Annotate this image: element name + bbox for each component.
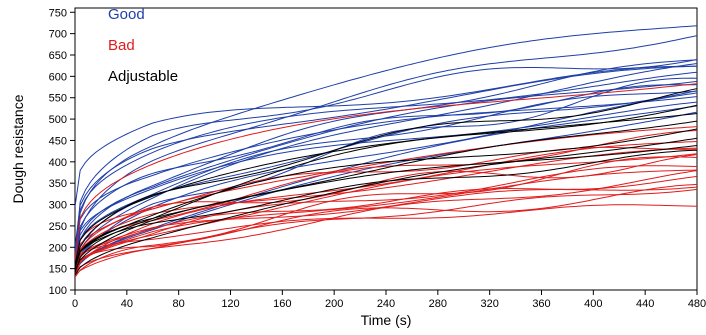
x-tick-label: 440 — [636, 298, 654, 310]
y-tick-label: 300 — [49, 200, 67, 212]
series-line — [75, 146, 697, 265]
y-tick-label: 750 — [49, 7, 67, 19]
series-line — [75, 96, 697, 252]
y-tick-label: 200 — [49, 242, 67, 254]
legend-entry-good: Good — [108, 6, 145, 23]
y-tick-label: 350 — [49, 178, 67, 190]
y-tick-label: 500 — [49, 114, 67, 126]
series-line — [75, 83, 697, 261]
series-line — [75, 169, 697, 269]
x-tick-label: 320 — [480, 298, 498, 310]
y-tick-label: 700 — [49, 29, 67, 41]
x-tick-label: 80 — [173, 298, 185, 310]
x-tick-label: 240 — [377, 298, 395, 310]
series-line — [75, 145, 697, 269]
x-tick-label: 120 — [221, 298, 239, 310]
y-tick-label: 100 — [49, 285, 67, 297]
y-tick-label: 550 — [49, 93, 67, 105]
series-line — [75, 59, 697, 256]
x-tick-label: 280 — [429, 298, 447, 310]
x-tick-label: 400 — [584, 298, 602, 310]
series-line — [75, 149, 697, 263]
series-line — [75, 113, 697, 265]
x-axis-title: Time (s) — [361, 312, 412, 328]
series-line — [75, 63, 697, 269]
y-tick-label: 250 — [49, 221, 67, 233]
series-line — [75, 111, 697, 267]
y-tick-label: 600 — [49, 71, 67, 83]
series-line — [75, 65, 697, 248]
y-tick-label: 150 — [49, 264, 67, 276]
axes: 0 40 80 120 160 200 240 280 320 360 400 440 480 100 15… — [49, 7, 706, 310]
series-line — [75, 92, 697, 269]
series-line — [75, 156, 697, 278]
y-tick-label: 400 — [49, 157, 67, 169]
plot-frame — [74, 7, 698, 291]
series-line — [75, 25, 697, 263]
series-adjustable — [75, 88, 697, 276]
series-line — [75, 153, 697, 272]
series-line — [75, 175, 697, 271]
series-line — [75, 65, 697, 207]
x-tick-label: 0 — [72, 298, 78, 310]
legend-entry-adjustable: Adjustable — [108, 68, 178, 85]
series-line — [75, 101, 697, 254]
x-tick-label: 480 — [688, 298, 706, 310]
series-line — [75, 90, 697, 261]
series-line — [75, 88, 697, 269]
series-line — [75, 71, 697, 269]
series-line — [75, 204, 697, 269]
series-line — [75, 183, 697, 267]
series-line — [75, 90, 697, 265]
y-axis-title: Dough resistance — [10, 94, 26, 203]
series-good — [75, 25, 697, 274]
x-tick-label: 200 — [325, 298, 343, 310]
legend-entry-bad: Bad — [108, 37, 135, 54]
curves — [75, 25, 697, 278]
series-line — [75, 35, 697, 267]
x-tick-label: 40 — [121, 298, 133, 310]
series-line — [75, 186, 697, 265]
series-line — [75, 128, 697, 267]
y-tick-label: 450 — [49, 135, 67, 147]
y-tick-label: 650 — [49, 50, 67, 62]
x-tick-label: 160 — [273, 298, 291, 310]
legend: Good Bad Adjustable — [108, 6, 178, 85]
series-line — [75, 165, 697, 274]
x-tick-label: 360 — [532, 298, 550, 310]
